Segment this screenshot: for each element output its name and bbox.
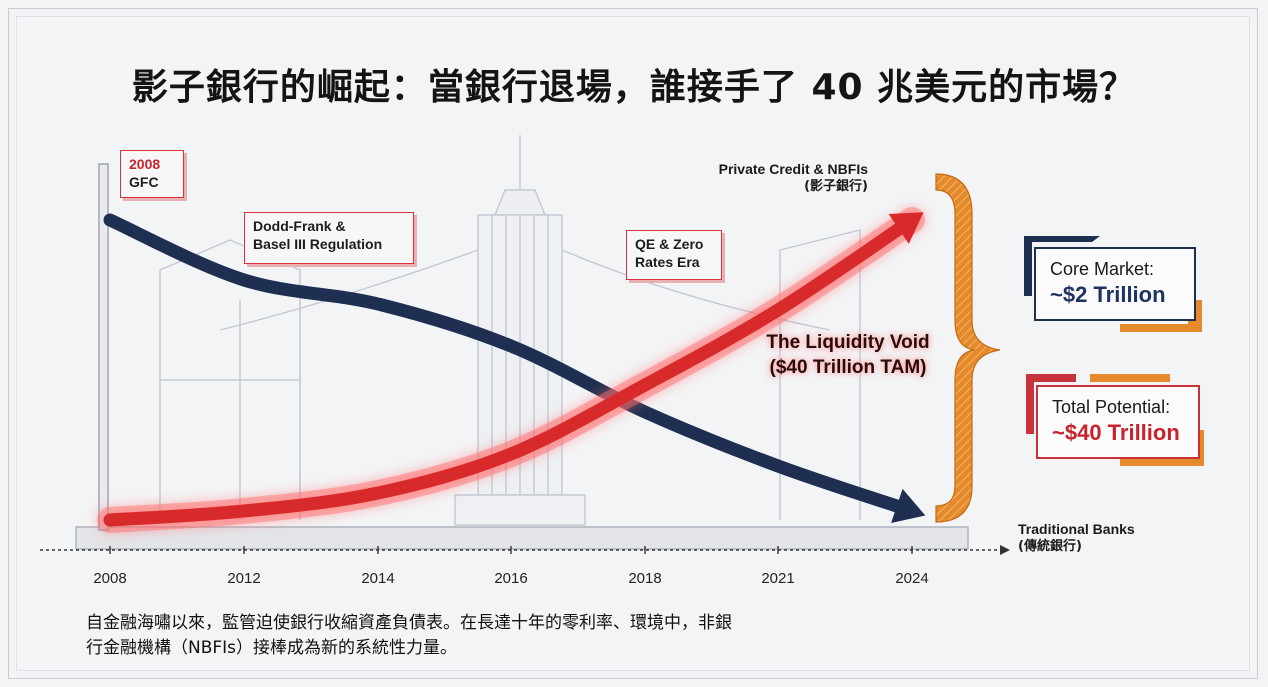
private-credit-label-line2: (影子銀行) [804, 179, 868, 194]
caption: 自金融海嘯以來，監管迫使銀行收縮資產負債表。在長達十年的零利率、環境中，非銀 行… [86, 611, 986, 661]
regulation-callout: Dodd-Frank & Basel III Regulation [244, 212, 414, 264]
chart-title: 影子銀行的崛起：當銀行退場，誰接手了 40 兆美元的市場？ [131, 67, 1137, 108]
gfc-callout: 2008 GFC [120, 150, 184, 198]
core-market-box: Core Market: ~$2 Trillion [1034, 247, 1196, 321]
traditional-banks-point-2016 [508, 343, 514, 349]
gfc-label: GFC [129, 174, 159, 190]
total-potential-box: Total Potential: ~$40 Trillion [1036, 385, 1200, 459]
inner-frame [16, 16, 1250, 671]
caption-line1: 自金融海嘯以來，監管迫使銀行收縮資產負債表。在長達十年的零利率、環境中，非銀 [86, 613, 732, 633]
x-tick-label-2016: 2016 [494, 570, 528, 587]
qe-line1: QE & Zero [635, 236, 704, 252]
outer-frame [8, 8, 1258, 679]
regulation-line1: Dodd-Frank & [253, 218, 346, 234]
traditional-banks-label-line2: (傳統銀行) [1018, 539, 1082, 554]
liquidity-void-line1: The Liquidity Void [766, 332, 930, 353]
traditional-banks-arrowhead [891, 488, 926, 523]
x-axis-arrow [1000, 545, 1010, 555]
liquidity-void-line2: ($40 Trillion TAM) [769, 357, 927, 378]
private-credit-point-2016 [508, 451, 514, 457]
traditional-banks-point-2014 [375, 301, 381, 307]
x-tick-label-2012: 2012 [227, 570, 261, 587]
core-market-value: ~$2 Trillion [1050, 282, 1166, 307]
x-tick-label-2021: 2021 [761, 570, 795, 587]
traditional-banks-point-2021 [775, 463, 781, 469]
qe-line2: Rates Era [635, 254, 700, 270]
traditional-banks-point-2024 [909, 508, 915, 514]
market-bracket [935, 173, 1001, 523]
traditional-banks-point-2012 [241, 277, 247, 283]
x-tick-label-2014: 2014 [361, 570, 395, 587]
ground-slab [75, 526, 969, 550]
private-credit-point-2024 [909, 217, 915, 223]
private-credit-label-line1: Private Credit & NBFIs [718, 161, 868, 177]
traditional-banks-series [103, 213, 926, 523]
x-tick-label-2008: 2008 [93, 570, 127, 587]
regulation-line2: Basel III Regulation [253, 236, 383, 252]
private-credit-point-2021 [775, 307, 781, 313]
traditional-banks-point-2008 [107, 217, 113, 223]
core-market-label: Core Market: [1050, 259, 1155, 279]
private-credit-point-2018 [642, 382, 648, 388]
private-credit-point-2012 [241, 508, 247, 514]
gfc-year: 2008 [129, 156, 161, 172]
traditional-banks-label-line1: Traditional Banks [1018, 521, 1135, 537]
traditional-banks-label: Traditional Banks (傳統銀行) [1018, 520, 1178, 556]
liquidity-void-label: The Liquidity Void ($40 Trillion TAM) [742, 330, 954, 380]
traditional-banks-point-2018 [642, 409, 648, 415]
private-credit-point-2014 [375, 490, 381, 496]
qe-callout: QE & Zero Rates Era [626, 230, 722, 280]
private-credit-point-2008 [107, 517, 113, 523]
private-credit-series [97, 207, 925, 533]
private-credit-label: Private Credit & NBFIs (影子銀行) [660, 160, 868, 196]
caption-line2: 行金融機構（NBFIs）接棒成為新的系統性力量。 [86, 638, 458, 658]
x-tick-label-2018: 2018 [628, 570, 662, 587]
x-tick-label-2024: 2024 [895, 570, 929, 587]
total-potential-value: ~$40 Trillion [1052, 420, 1180, 445]
total-potential-label: Total Potential: [1052, 397, 1171, 417]
